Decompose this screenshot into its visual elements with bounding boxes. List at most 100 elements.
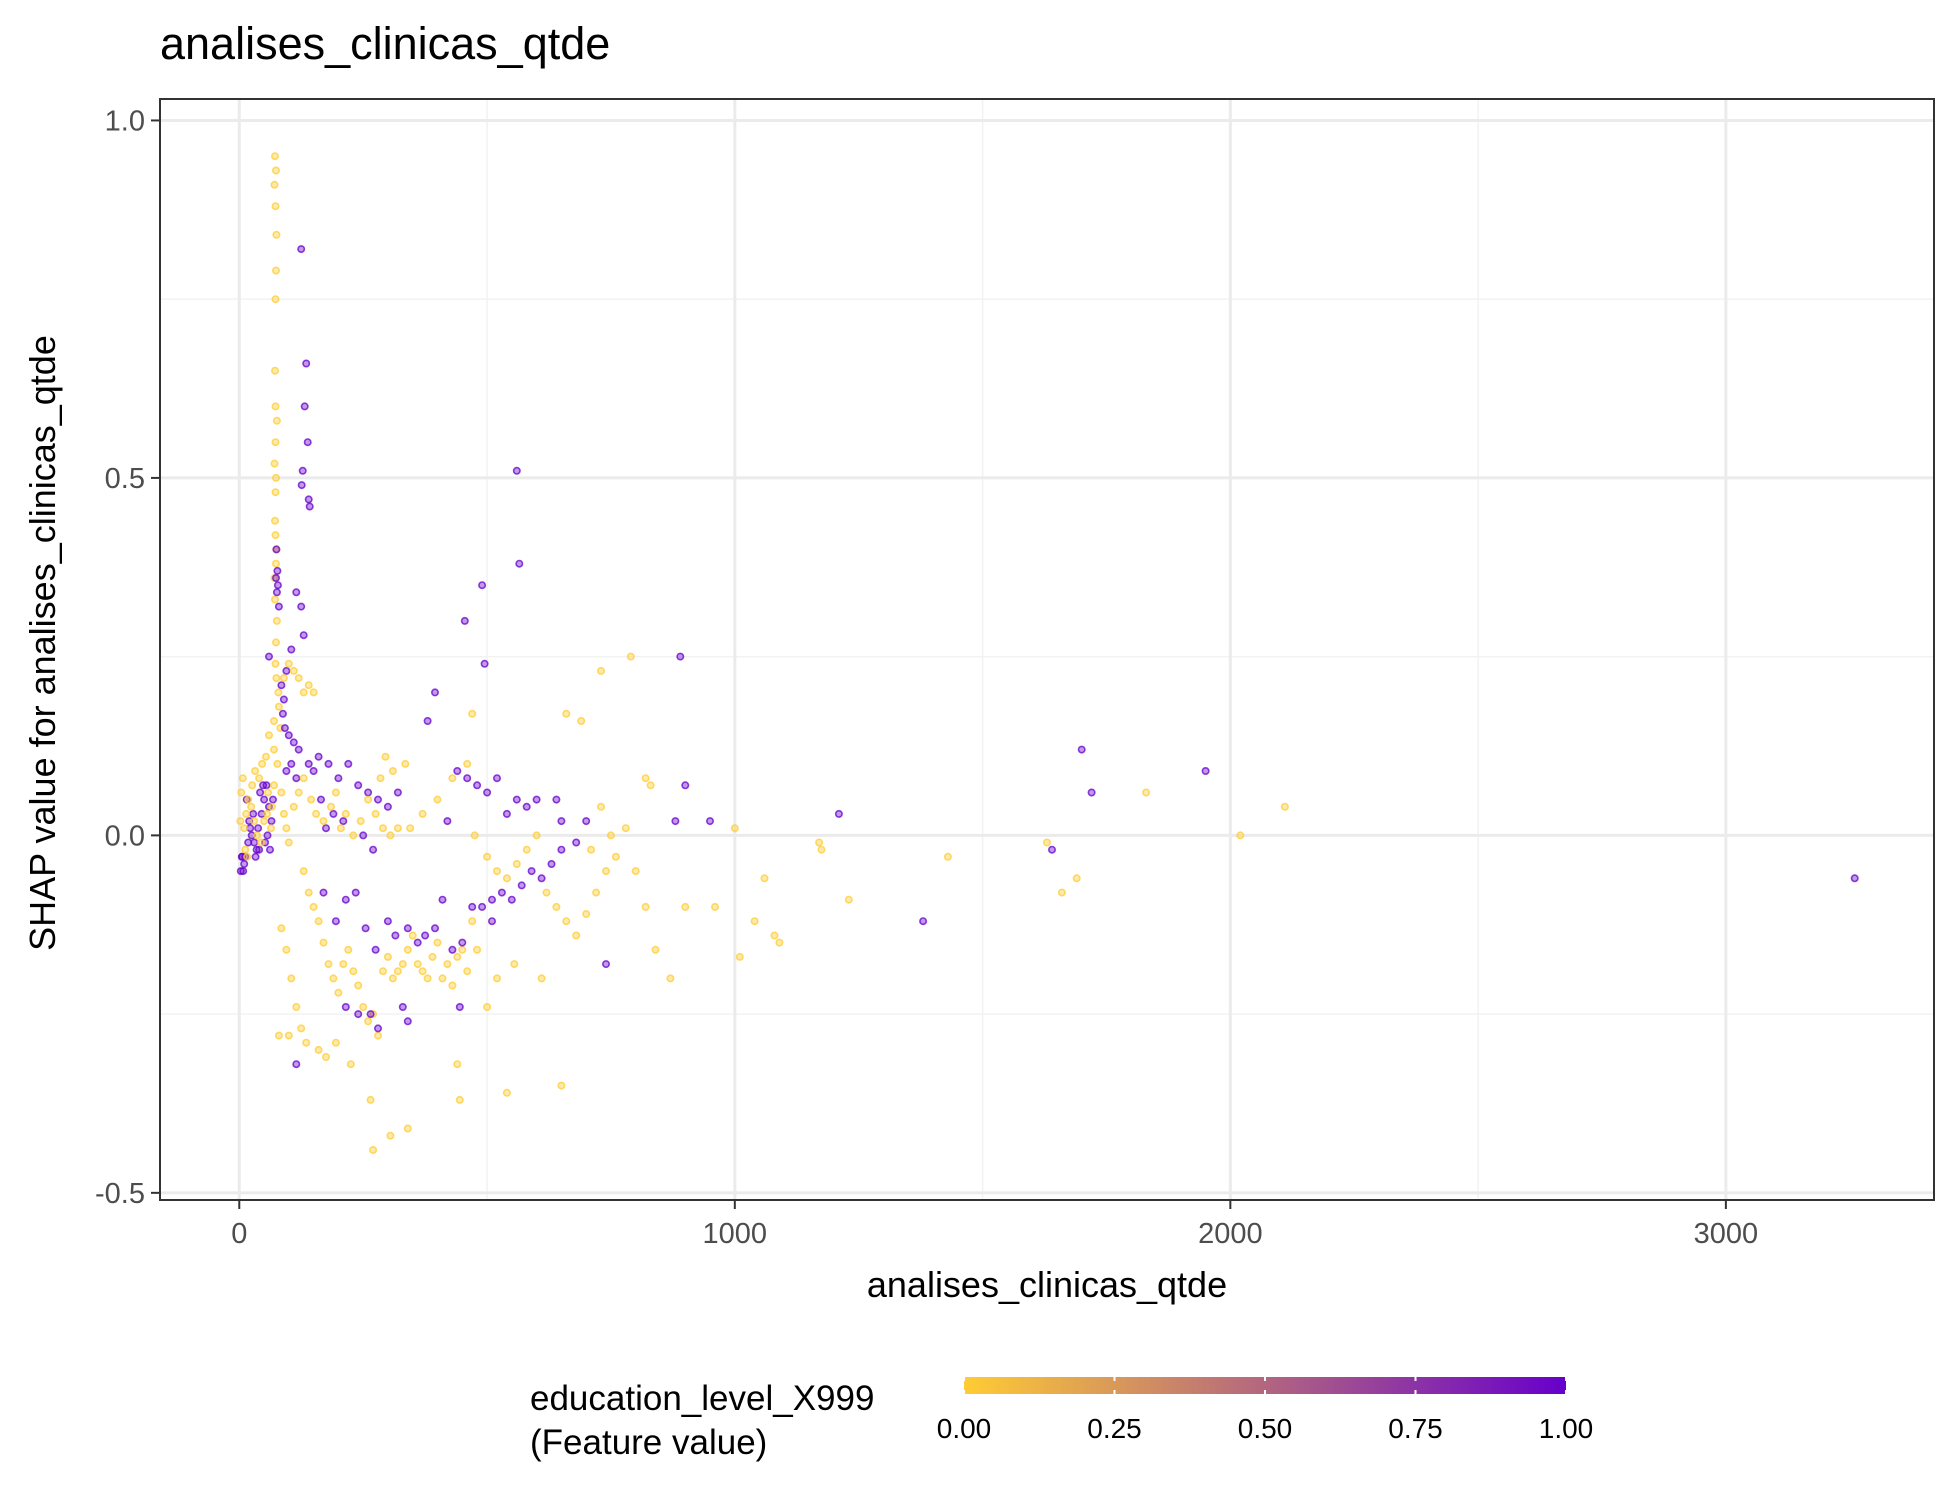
scatter-point	[1236, 831, 1245, 840]
scatter-point	[572, 838, 581, 847]
scatter-point	[277, 788, 286, 797]
scatter-point	[339, 817, 348, 826]
scatter-point	[272, 674, 281, 683]
y-tick-label: 1.0	[105, 105, 145, 137]
scatter-point	[557, 817, 566, 826]
scatter-point	[468, 709, 477, 718]
scatter-point	[621, 824, 630, 833]
scatter-point	[282, 824, 291, 833]
scatter-point	[238, 774, 247, 783]
scatter-point	[341, 1002, 350, 1011]
scatter-point	[492, 867, 501, 876]
scatter-point	[270, 366, 279, 375]
scatter-point	[297, 1024, 306, 1033]
scatter-point	[271, 202, 280, 211]
scatter-point	[448, 981, 457, 990]
scatter-point	[271, 473, 280, 482]
scatter-point	[354, 1010, 363, 1019]
scatter-point	[309, 766, 318, 775]
scatter-point	[255, 845, 264, 854]
scatter-point	[240, 824, 249, 833]
scatter-point	[304, 759, 313, 768]
legend-title-line1: education_level_X999	[530, 1379, 874, 1418]
scatter-point	[287, 974, 296, 983]
scatter-point	[391, 931, 400, 940]
scatter-point	[273, 759, 282, 768]
scatter-point	[383, 802, 392, 811]
scatter-point	[502, 1088, 511, 1097]
scatter-point	[305, 502, 314, 511]
scatter-point	[371, 945, 380, 954]
scatter-point	[272, 588, 281, 597]
scatter-point	[271, 295, 280, 304]
scatter-point	[289, 666, 298, 675]
scatter-point	[401, 759, 410, 768]
scatter-point	[577, 716, 586, 725]
scatter-point	[271, 266, 280, 275]
scatter-point	[344, 759, 353, 768]
scatter-point	[517, 881, 526, 890]
scatter-point	[547, 859, 556, 868]
scatter-point	[443, 817, 452, 826]
color-legend: education_level_X999 (Feature value) 0.0…	[530, 1377, 1593, 1462]
scatter-point	[269, 745, 278, 754]
data-points	[236, 152, 1859, 1155]
scatter-point	[304, 888, 313, 897]
scatter-point	[299, 774, 308, 783]
scatter-point	[834, 809, 843, 818]
scatter-point	[271, 559, 280, 568]
scatter-point	[257, 809, 266, 818]
scatter-point	[557, 845, 566, 854]
chart-title: analises_clinicas_qtde	[160, 18, 610, 69]
scatter-point	[282, 666, 291, 675]
scatter-point	[265, 845, 274, 854]
scatter-point	[480, 659, 489, 668]
scatter-point	[244, 795, 253, 804]
scatter-point	[443, 960, 452, 969]
scatter-point	[393, 824, 402, 833]
scatter-point	[302, 1038, 311, 1047]
axes: 0 1000 2000 3000 -0.5 0.0 0.5 1.0	[95, 105, 1758, 1250]
legend-title-line2: (Feature value)	[530, 1423, 767, 1462]
scatter-point	[349, 831, 358, 840]
scatter-point	[1280, 802, 1289, 811]
scatter-point	[271, 166, 280, 175]
scatter-point	[815, 838, 824, 847]
scatter-point	[271, 573, 280, 582]
scatter-point	[487, 917, 496, 926]
scatter-point	[260, 795, 269, 804]
scatter-point	[324, 759, 333, 768]
scatter-point	[271, 638, 280, 647]
scatter-point	[455, 1095, 464, 1104]
scatter-point	[319, 938, 328, 947]
scatter-point	[274, 602, 283, 611]
scatter-point	[271, 488, 280, 497]
scatter-point	[483, 788, 492, 797]
scatter-point	[278, 709, 287, 718]
scatter-point	[359, 831, 368, 840]
scatter-point	[244, 838, 253, 847]
scatter-point	[844, 895, 853, 904]
scatter-point	[269, 781, 278, 790]
scatter-point	[247, 802, 256, 811]
scatter-point	[356, 817, 365, 826]
scatter-point	[373, 795, 382, 804]
scatter-point	[258, 759, 267, 768]
x-tick-label: 0	[231, 1218, 247, 1250]
scatter-point	[398, 1002, 407, 1011]
scatter-point	[1077, 745, 1086, 754]
scatter-point	[304, 681, 313, 690]
scatter-point	[587, 845, 596, 854]
scatter-point	[271, 659, 280, 668]
scatter-point	[279, 809, 288, 818]
scatter-point	[760, 874, 769, 883]
scatter-point	[270, 516, 279, 525]
legend-colorbar	[964, 1377, 1566, 1394]
scatter-point	[453, 1060, 462, 1069]
scatter-point	[552, 795, 561, 804]
scatter-point	[364, 788, 373, 797]
scatter-point	[289, 738, 298, 747]
scatter-point	[775, 938, 784, 947]
scatter-point	[339, 960, 348, 969]
scatter-point	[272, 416, 281, 425]
